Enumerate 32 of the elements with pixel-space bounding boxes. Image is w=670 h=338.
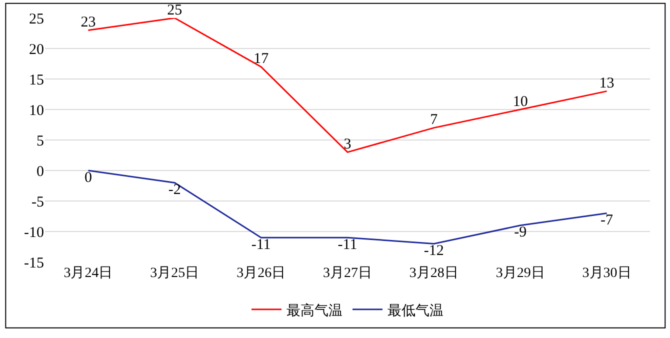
y-tick-label: 20 [29, 42, 44, 58]
data-label: 17 [254, 51, 270, 68]
data-label: -11 [338, 236, 358, 253]
data-label: 25 [167, 2, 182, 18]
data-label: 0 [84, 170, 92, 186]
y-tick-label: 25 [29, 11, 44, 28]
x-tick-label: 3月28日 [409, 266, 458, 281]
x-tick-label: 3月25日 [150, 266, 200, 281]
data-label: -7 [600, 212, 614, 228]
data-label: -11 [251, 236, 271, 253]
data-label: 10 [512, 94, 528, 110]
x-tick-label: 3月30日 [582, 266, 632, 281]
x-tick-label: 3月24日 [64, 266, 113, 281]
data-label: 3 [344, 136, 352, 152]
data-label: -2 [168, 182, 181, 198]
data-label: 13 [599, 75, 614, 92]
y-tick-label: 0 [36, 164, 44, 180]
y-tick-label: 10 [29, 102, 44, 119]
data-label: -9 [514, 224, 527, 241]
data-label: 23 [80, 14, 96, 30]
x-tick-label: 3月29日 [496, 266, 545, 281]
y-tick-label: -5 [32, 194, 44, 210]
data-label: -12 [424, 242, 444, 259]
legend-label: 最低气温 [388, 302, 444, 318]
y-tick-label: 5 [36, 133, 44, 150]
y-tick-label: -15 [24, 255, 44, 272]
legend-label: 最高气温 [286, 302, 342, 318]
data-label: 7 [430, 112, 438, 128]
x-tick-label: 3月27日 [323, 266, 372, 281]
y-tick-label: 15 [29, 72, 44, 88]
x-tick-label: 3月26日 [236, 266, 286, 281]
y-tick-label: -10 [24, 224, 44, 241]
